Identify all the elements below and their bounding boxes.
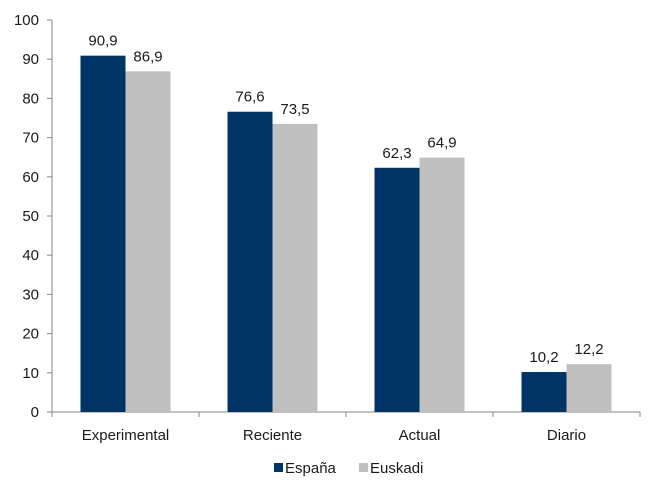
category-label: Diario [547, 427, 586, 444]
bar-espana [227, 111, 273, 412]
legend-label: España [285, 460, 337, 477]
bar-espana [374, 167, 420, 412]
data-label: 90,9 [88, 33, 117, 50]
data-label: 12,2 [574, 341, 603, 358]
bar-espana [521, 372, 567, 412]
legend: España Euskadi [274, 460, 423, 477]
y-tick-label: 40 [22, 247, 39, 264]
category-label: Reciente [243, 427, 302, 444]
data-label: 86,9 [133, 48, 162, 65]
legend-swatch [359, 463, 368, 472]
bar-espana [80, 55, 126, 413]
bars: 90,9 86,9 76,6 73,5 62,3 64,9 10,2 12,2 [80, 33, 612, 413]
data-label: 62,3 [382, 145, 411, 162]
y-tick-label: 50 [22, 208, 39, 225]
y-tick-label: 70 [22, 130, 39, 147]
axes: 0 10 20 30 40 50 60 70 80 90 100 Experimental Recien… [14, 12, 641, 444]
data-label: 64,9 [427, 135, 456, 152]
bar-euskadi [125, 71, 171, 413]
bar-euskadi [566, 364, 612, 412]
y-tick-label: 30 [22, 286, 39, 303]
category-label: Actual [399, 427, 441, 444]
data-label: 76,6 [235, 89, 264, 106]
y-tick-label: 10 [22, 365, 39, 382]
y-tick-label: 100 [14, 12, 39, 29]
data-label: 10,2 [529, 349, 558, 366]
y-tick-label: 60 [22, 169, 39, 186]
y-tick-label: 20 [22, 326, 39, 343]
y-tick-label: 90 [22, 51, 39, 68]
category-label: Experimental [82, 427, 170, 444]
bar-euskadi [272, 123, 318, 412]
legend-swatch [274, 463, 283, 472]
y-tick-label: 80 [22, 90, 39, 107]
bar-euskadi [419, 157, 465, 412]
legend-label: Euskadi [370, 460, 423, 477]
data-label: 73,5 [280, 101, 309, 118]
y-tick-label: 0 [31, 404, 39, 421]
